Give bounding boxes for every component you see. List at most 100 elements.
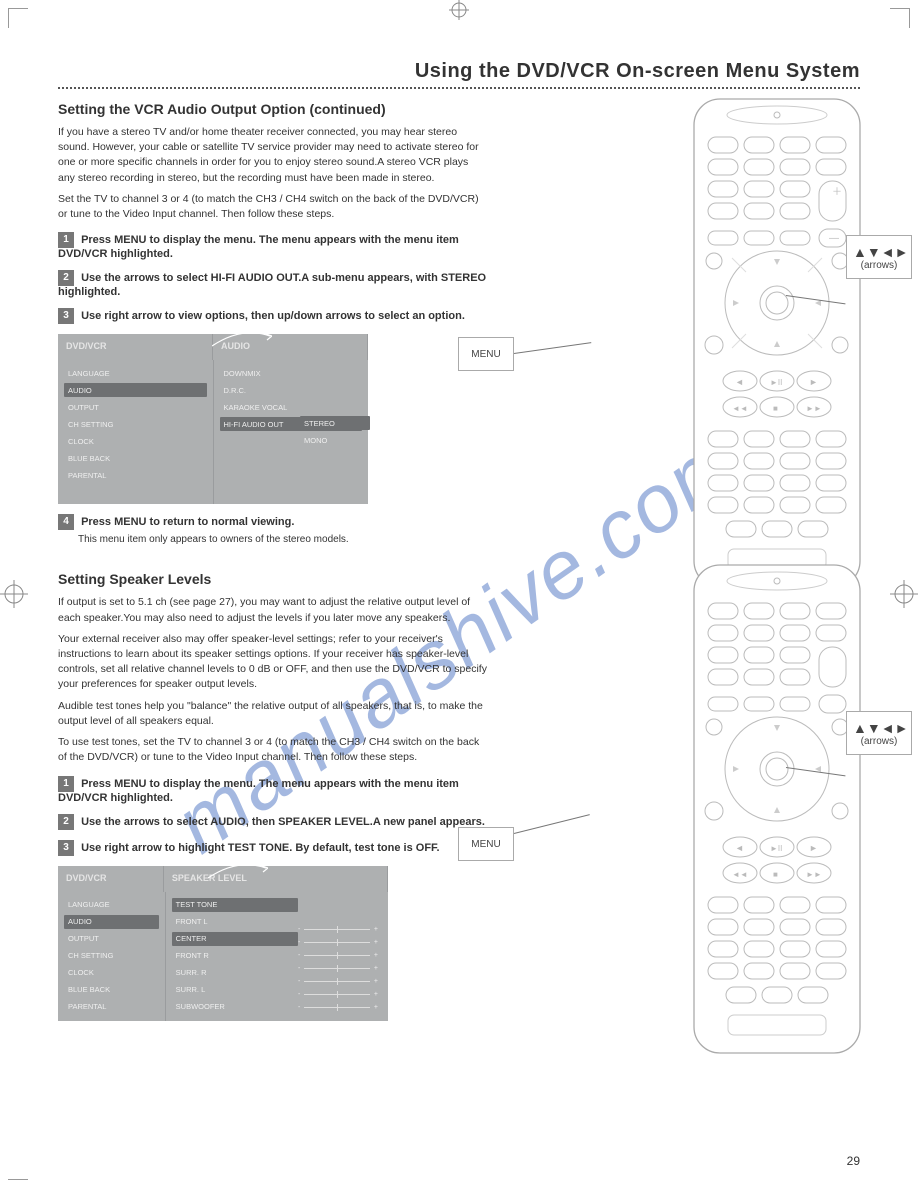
body-paragraph: If you have a stereo TV and/or home thea… xyxy=(58,125,488,186)
svg-text:◄: ◄ xyxy=(735,377,744,387)
section-audio-output: Setting the VCR Audio Output Option (con… xyxy=(58,101,860,545)
speaker-sliders: -+-+-+-+-+-+-+ xyxy=(298,926,378,1017)
menu-column-left: LANGUAGE AUDIO OUTPUT CH SETTING CLOCK BLUE B… xyxy=(58,360,214,504)
menu-item: SUBWOOFER xyxy=(172,1000,298,1014)
menu-pointer-arc-icon xyxy=(208,862,268,882)
menu-title-left: DVD/VCR xyxy=(58,866,164,892)
page-heading: Using the DVD/VCR On-screen Menu System xyxy=(58,60,860,89)
callout-menu: MENU xyxy=(458,337,514,371)
step-number: 4 xyxy=(58,514,74,530)
body-paragraph: Audible test tones help you "balance" th… xyxy=(58,699,488,729)
svg-text:◄: ◄ xyxy=(735,843,744,853)
svg-text:►►: ►► xyxy=(806,870,822,879)
leader-line xyxy=(514,342,591,354)
crop-mark xyxy=(8,8,28,28)
menu-column-left: LANGUAGEAUDIOOUTPUTCH SETTINGCLOCKBLUE B… xyxy=(58,892,166,1021)
menu-item: CH SETTING xyxy=(64,949,159,963)
body-paragraph: To use test tones, set the TV to channel… xyxy=(58,735,488,765)
step-3: 3 Use right arrow to highlight TEST TONE… xyxy=(58,840,488,856)
callout-arrows: ▲▼◄► (arrows) xyxy=(846,235,912,279)
step-1: 1 Press MENU to display the menu. The me… xyxy=(58,232,488,260)
body-paragraph: Your external receiver also may offer sp… xyxy=(58,632,488,693)
step-text: Use the arrows to select AUDIO, then SPE… xyxy=(81,815,485,827)
step-3: 3 Use right arrow to view options, then … xyxy=(58,308,488,324)
speaker-level-slider: -+ xyxy=(298,965,378,972)
svg-text:◄◄: ◄◄ xyxy=(732,870,748,879)
menu-item: DOWNMIX xyxy=(220,366,363,380)
step-text: Use the arrows to select HI-FI AUDIO OUT… xyxy=(58,272,486,298)
callout-menu: MENU xyxy=(458,827,514,861)
step-number: 3 xyxy=(58,840,74,856)
svg-text:＋: ＋ xyxy=(832,187,842,198)
svg-text:■: ■ xyxy=(773,404,778,413)
menu-item: CENTER xyxy=(172,932,298,946)
menu-column-right: STEREOMONO DOWNMIXD.R.C.KARAOKE VOCALHI-… xyxy=(214,360,369,504)
menu-item: PARENTAL xyxy=(64,468,207,482)
menu-column-right: -+-+-+-+-+-+-+ TEST TONEFRONT LCENTERFRO… xyxy=(166,892,388,1021)
speaker-level-slider: -+ xyxy=(298,991,378,998)
menu-item: CH SETTING xyxy=(64,417,207,431)
callout-symbols: ▲▼◄► xyxy=(853,244,905,260)
menu-item: D.R.C. xyxy=(220,383,363,397)
body-paragraph: Set the TV to channel 3 or 4 (to match t… xyxy=(58,192,488,222)
page-title: Using the DVD/VCR On-screen Menu System xyxy=(58,60,860,83)
menu-item: STEREO xyxy=(300,416,370,430)
menu-item: CLOCK xyxy=(64,966,159,980)
callout-label: MENU xyxy=(465,349,507,360)
step-1: 1 Press MENU to display the menu. The me… xyxy=(58,776,488,804)
menu-item: MONO xyxy=(300,433,370,447)
registration-mark-left xyxy=(0,580,28,608)
menu-item: PARENTAL xyxy=(64,1000,159,1014)
page-number: 29 xyxy=(847,1154,860,1168)
step-text: Press MENU to display the menu. The menu… xyxy=(58,234,459,260)
onscreen-menu-audio: DVD/VCR AUDIO LANGUAGEAUDIOOUTPUTCH SETT… xyxy=(58,334,368,504)
step-text: Use right arrow to view options, then up… xyxy=(81,310,465,322)
speaker-level-slider: -+ xyxy=(298,952,378,959)
step-4: 4 Press MENU to return to normal viewing… xyxy=(58,514,488,530)
menu-item: AUDIO xyxy=(64,383,207,397)
callout-symbols: ▲▼◄► xyxy=(853,720,905,736)
crop-mark xyxy=(890,8,910,28)
speaker-level-slider: -+ xyxy=(298,978,378,985)
step-number: 3 xyxy=(58,308,74,324)
step-2: 2 Use the arrows to select AUDIO, then S… xyxy=(58,814,488,830)
speaker-level-slider: -+ xyxy=(298,926,378,933)
menu-item: OUTPUT xyxy=(64,400,207,414)
step-number: 2 xyxy=(58,270,74,286)
step-text: Use right arrow to highlight TEST TONE. … xyxy=(81,841,440,853)
svg-text:►II: ►II xyxy=(770,844,782,853)
body-paragraph: If output is set to 5.1 ch (see page 27)… xyxy=(58,595,488,625)
crop-mark xyxy=(8,1160,28,1180)
menu-item: TEST TONE xyxy=(172,898,298,912)
callout-sublabel: (arrows) xyxy=(853,736,905,747)
step-2: 2 Use the arrows to select HI-FI AUDIO O… xyxy=(58,270,488,298)
menu-title-right: SPEAKER LEVEL xyxy=(164,866,388,892)
svg-text:■: ■ xyxy=(773,870,778,879)
svg-text:►►: ►► xyxy=(806,404,822,413)
menu-item: LANGUAGE xyxy=(64,366,207,380)
registration-mark-top xyxy=(449,0,469,20)
remote-control-illustration: ＋ — ◄ ►II ► xyxy=(682,93,872,593)
menu-item: KARAOKE VOCAL xyxy=(220,400,363,414)
svg-text:—: — xyxy=(829,233,839,244)
menu-submenu: STEREO MONO xyxy=(300,416,370,450)
step-text: Press MENU to display the menu. The menu… xyxy=(58,777,459,803)
svg-text:◄◄: ◄◄ xyxy=(732,404,748,413)
step-number: 2 xyxy=(58,814,74,830)
callout-arrows: ▲▼◄► (arrows) xyxy=(846,711,912,755)
section-speaker-levels: Setting Speaker Levels If output is set … xyxy=(58,571,860,1020)
menu-item: SURR. R xyxy=(172,966,298,980)
menu-item: OUTPUT xyxy=(64,932,159,946)
leader-line xyxy=(514,814,590,834)
svg-text:►II: ►II xyxy=(770,378,782,387)
callout-label: MENU xyxy=(465,839,507,850)
body-note: This menu item only appears to owners of… xyxy=(78,534,498,545)
step-number: 1 xyxy=(58,776,74,792)
menu-item: FRONT L xyxy=(172,915,298,929)
menu-item: BLUE BACK xyxy=(64,451,207,465)
menu-item: CLOCK xyxy=(64,434,207,448)
speaker-level-slider: -+ xyxy=(298,939,378,946)
menu-item: AUDIO xyxy=(64,915,159,929)
svg-text:►: ► xyxy=(809,377,818,387)
remote-control-illustration: ◄►II► ◄◄■►► xyxy=(682,559,872,1059)
